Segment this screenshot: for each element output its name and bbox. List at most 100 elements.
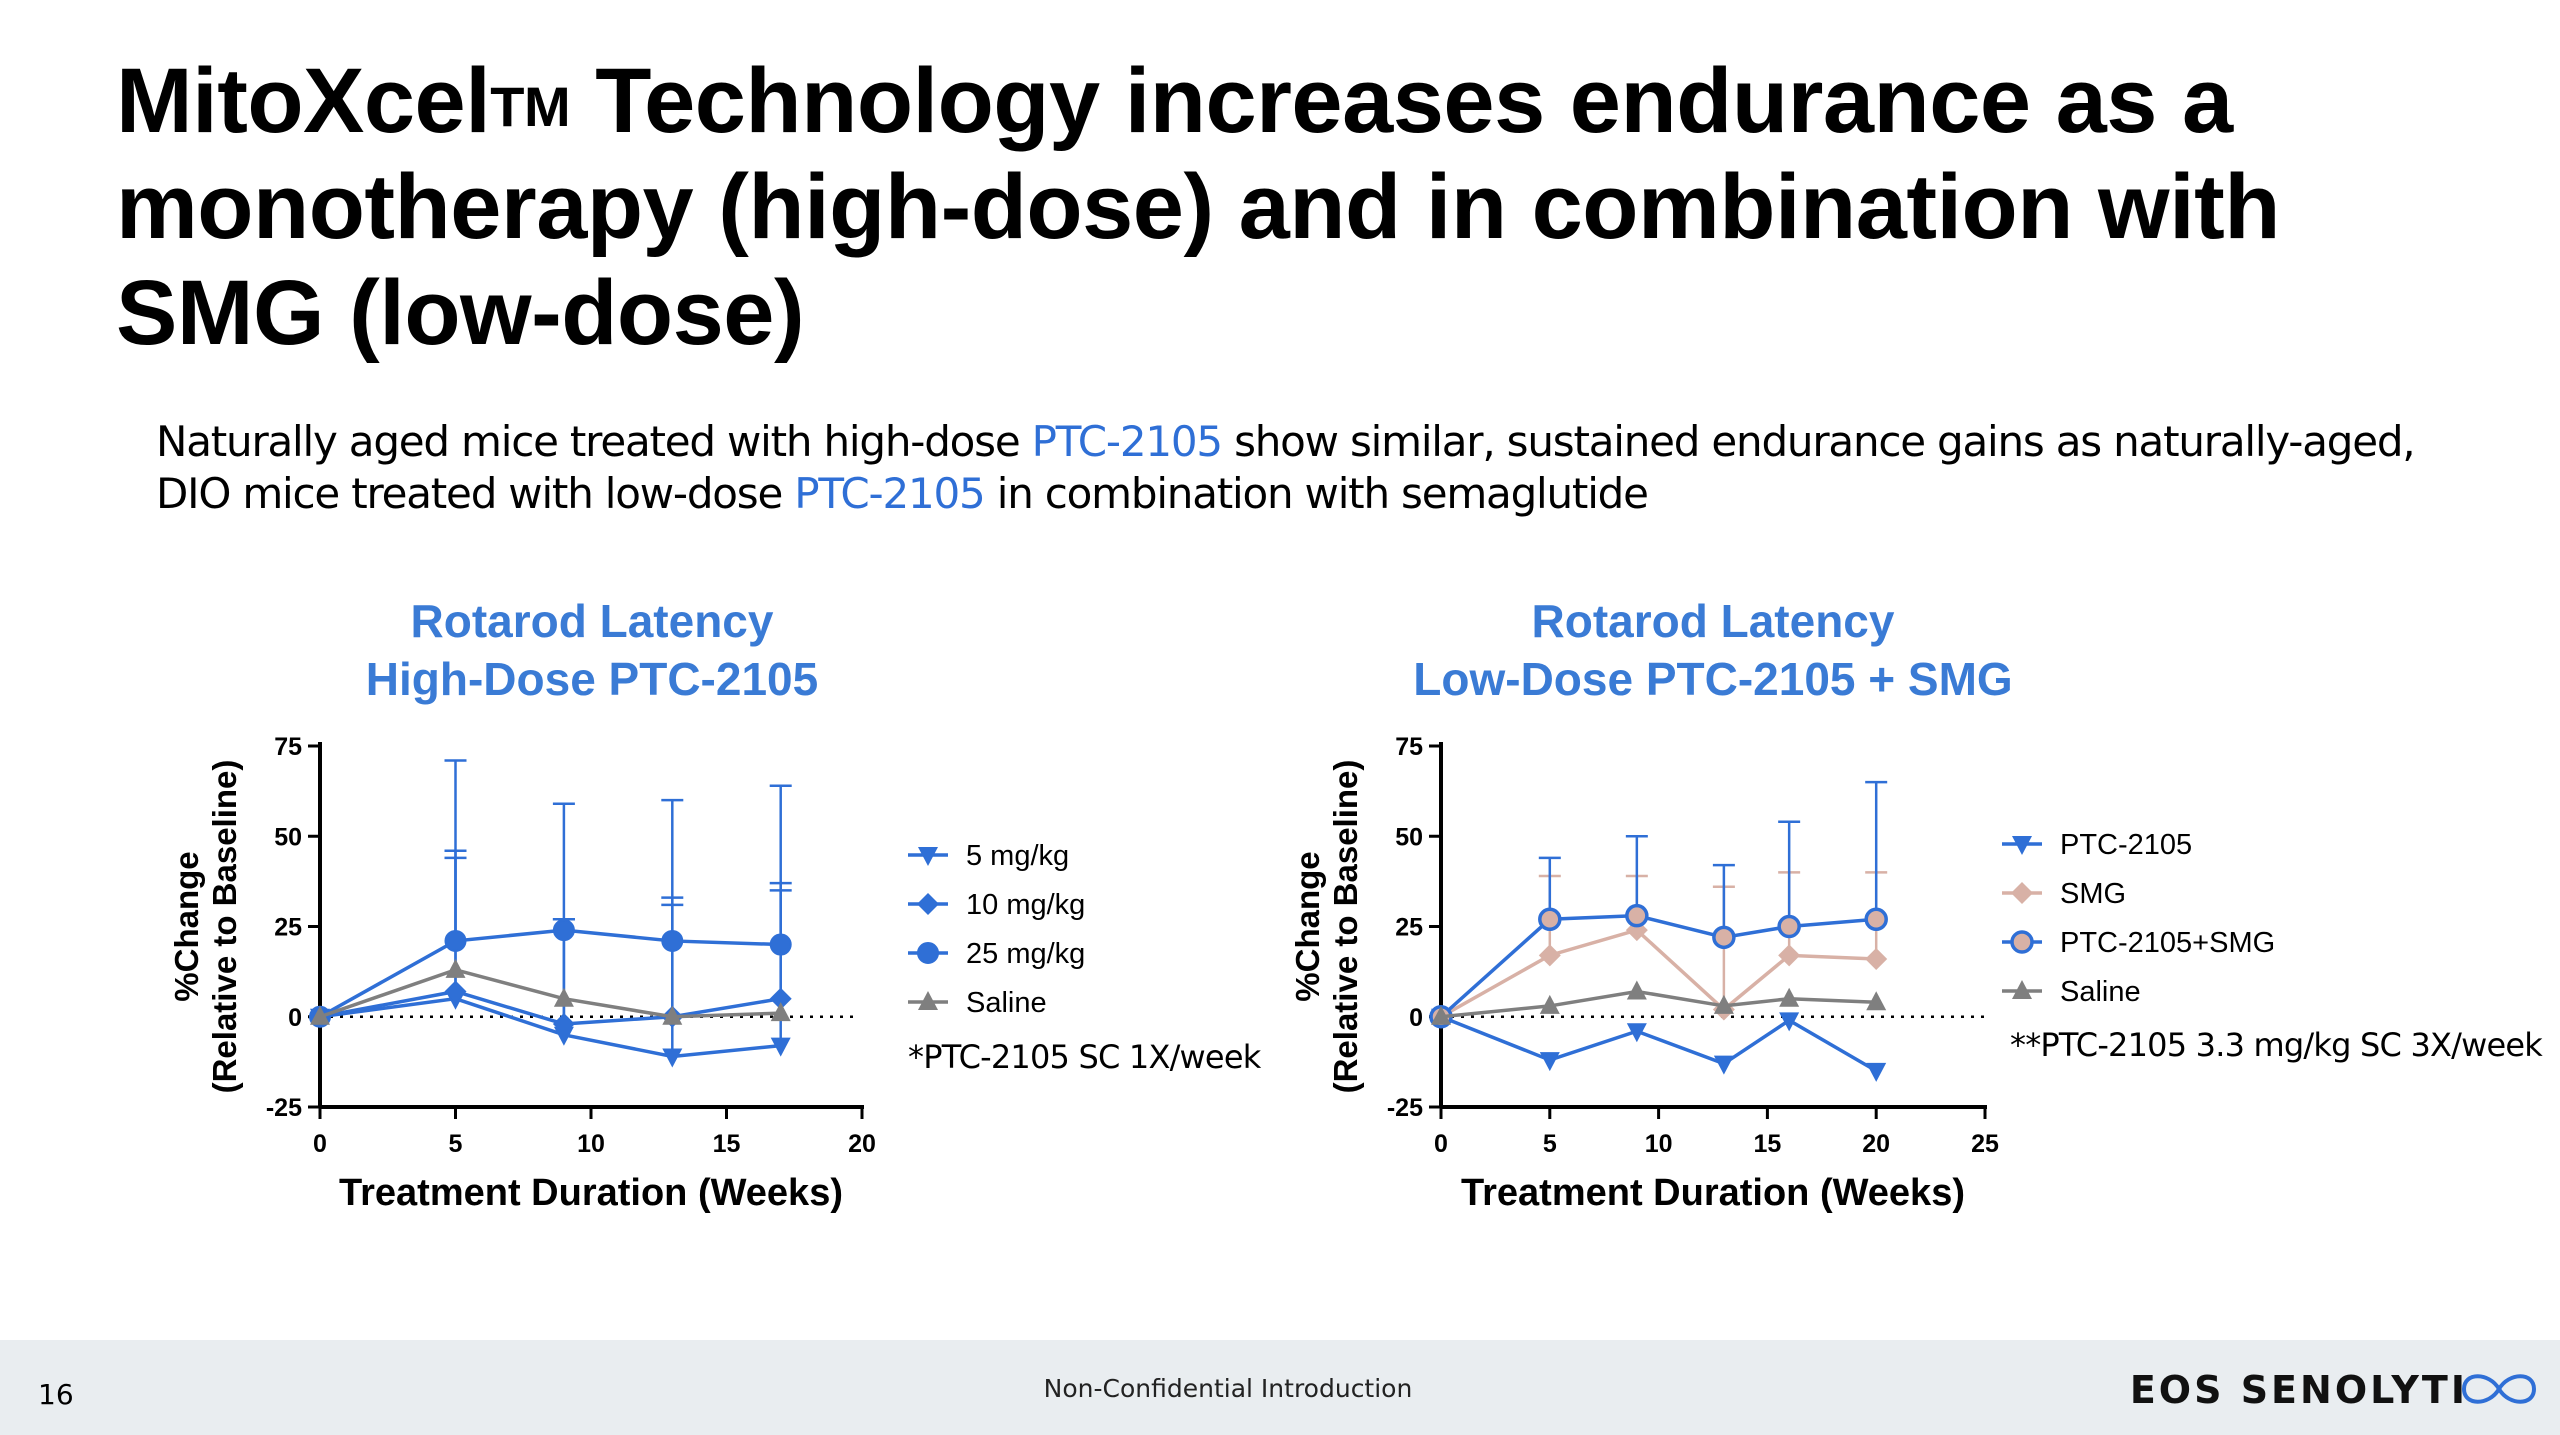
legend-label: PTC-2105+SMG	[2060, 927, 2275, 959]
x-tick-label: 20	[1862, 1130, 1890, 1158]
data-point	[310, 1005, 330, 1025]
y-tick-label: -25	[266, 1094, 302, 1122]
x-tick-label: 10	[1645, 1130, 1673, 1158]
data-point	[1712, 925, 1736, 950]
data-point	[553, 987, 574, 1007]
y-axis-label-line: (Relative to Baseline)	[206, 760, 243, 1094]
subtitle-highlight-2: PTC-2105	[794, 469, 985, 518]
chart-high-dose: Rotarod Latency High-Dose PTC-2105 -25 0 25 5…	[168, 595, 1263, 1214]
chart-title-line: High-Dose PTC-2105	[366, 653, 818, 705]
title-main: MitoXcel	[116, 50, 491, 152]
x-tick-label: 20	[848, 1130, 876, 1158]
legend-entry: 25 mg/kg	[908, 938, 1085, 970]
data-point	[444, 929, 467, 952]
y-axis-label-line: (Relative to Baseline)	[1327, 760, 1364, 1094]
series-ptc-2105	[1431, 1008, 1887, 1082]
subtitle-text-3: in combination with semaglutide	[984, 469, 1649, 518]
y-tick-label: 25	[1395, 914, 1423, 942]
legend-marker	[918, 847, 938, 866]
y-tick-label: 25	[274, 914, 302, 942]
legend-entry: PTC-2105+SMG	[2002, 927, 2275, 959]
data-point	[1779, 1012, 1800, 1032]
legend-marker	[2012, 836, 2032, 855]
x-tick-label: 5	[1543, 1130, 1557, 1158]
subtitle-text-2: show similar, sustained endurance gains …	[156, 417, 2416, 518]
data-point	[1625, 903, 1649, 928]
data-point	[1713, 994, 1734, 1014]
trademark-symbol: TM	[490, 75, 571, 138]
data-point	[770, 1037, 791, 1057]
data-point	[1864, 907, 1888, 932]
y-tick-label: 50	[274, 823, 302, 851]
data-point	[1431, 1005, 1451, 1025]
data-point	[444, 980, 467, 1003]
data-point	[770, 1002, 791, 1022]
series-line	[1440, 989, 1877, 1019]
x-tick-label: 5	[449, 1130, 463, 1158]
x-axis-label: Treatment Duration (Weeks)	[1461, 1172, 1965, 1214]
data-point	[662, 1005, 683, 1025]
slide-title: MitoXcelTM Technology increases enduranc…	[116, 48, 2496, 366]
y-tick-label: 0	[288, 1004, 302, 1032]
company-logo-text: EOS SENOLYTI	[2129, 1368, 2468, 1412]
series-saline	[310, 958, 791, 1025]
data-point	[1626, 1023, 1647, 1043]
data-point	[1777, 914, 1801, 939]
legend-entry: PTC-2105	[2002, 829, 2192, 861]
chart-footnote: *PTC-2105 SC 1X/week	[908, 1038, 1262, 1076]
title-rest: Technology increases endurance as a mono…	[116, 50, 2280, 364]
series-saline	[1431, 980, 1887, 1025]
y-tick-label: 75	[274, 733, 302, 761]
subtitle-text-1: Naturally aged mice treated with high-do…	[156, 417, 1032, 466]
legend-entry: 10 mg/kg	[908, 889, 1085, 921]
chart-title-line: Rotarod Latency	[411, 595, 774, 647]
y-tick-label: 0	[1409, 1004, 1423, 1032]
legend-marker	[917, 893, 939, 915]
footer: 16 Non-Confidential Introduction EOS SEN…	[0, 1340, 2560, 1435]
x-axis-label: Treatment Duration (Weeks)	[339, 1172, 843, 1214]
data-point	[1779, 987, 1800, 1007]
legend-entry: SMG	[2002, 878, 2126, 910]
data-point	[1865, 947, 1888, 970]
y-tick-label: 50	[1395, 823, 1423, 851]
chart-low-dose-smg: Rotarod Latency Low-Dose PTC-2105 + SMG -2…	[1289, 595, 2544, 1214]
data-point	[1866, 991, 1887, 1011]
x-tick-label: 25	[1971, 1130, 1999, 1158]
y-tick-label: -25	[1387, 1094, 1423, 1122]
legend-marker	[2010, 930, 2034, 954]
series-25-mg-kg	[309, 759, 792, 1028]
x-tick-label: 0	[1434, 1130, 1448, 1158]
series-line	[1440, 928, 1877, 1019]
series-smg	[1430, 871, 1888, 1028]
data-point	[769, 933, 792, 956]
legend-label: Saline	[966, 987, 1047, 1019]
data-point	[1778, 944, 1801, 967]
data-point	[1866, 1062, 1887, 1082]
y-axis-label-line: %Change	[168, 851, 205, 1001]
legend-label: 5 mg/kg	[966, 840, 1069, 872]
legend-marker	[2011, 882, 2033, 904]
data-point	[1539, 994, 1560, 1014]
chart-title-line: Rotarod Latency	[1532, 595, 1895, 647]
legend-entry: Saline	[908, 987, 1047, 1019]
legend-label: PTC-2105	[2060, 829, 2192, 861]
data-point	[1713, 1055, 1734, 1075]
y-tick-label: 75	[1395, 733, 1423, 761]
data-point	[1538, 944, 1561, 967]
legend-label: SMG	[2060, 878, 2126, 910]
legend-entry: 5 mg/kg	[908, 840, 1069, 872]
x-tick-label: 0	[313, 1130, 327, 1158]
series-line	[1440, 1015, 1878, 1073]
page-number: 16	[38, 1378, 74, 1411]
data-point	[552, 919, 575, 942]
logo-infinity-icon	[2461, 1374, 2537, 1404]
legend-marker	[2012, 980, 2032, 999]
x-tick-label: 15	[713, 1130, 741, 1158]
data-point	[1538, 907, 1562, 932]
legend-label: 25 mg/kg	[966, 938, 1085, 970]
legend-entry: Saline	[2002, 976, 2141, 1008]
legend-label: 10 mg/kg	[966, 889, 1085, 921]
x-tick-label: 15	[1753, 1130, 1781, 1158]
footer-text: Non-Confidential Introduction	[1043, 1374, 1413, 1403]
subtitle-highlight-1: PTC-2105	[1031, 417, 1223, 466]
